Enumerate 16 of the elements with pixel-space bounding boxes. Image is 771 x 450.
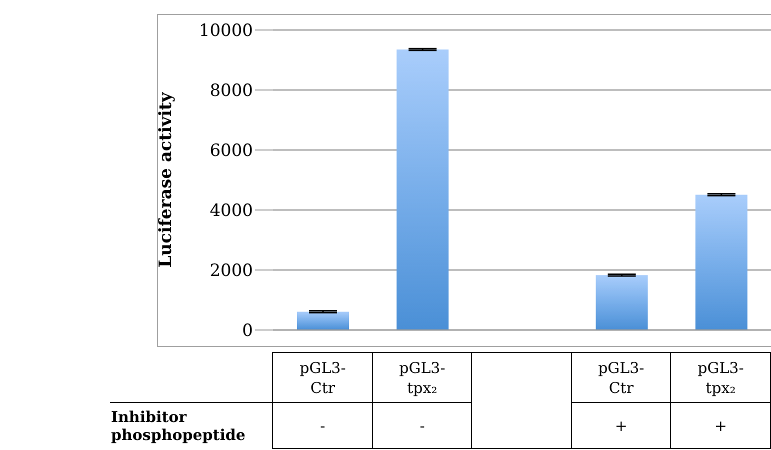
y-tick-label: 6000 [210, 141, 253, 162]
y-tick-label: 2000 [210, 261, 253, 282]
text: Inhibitor phosphopeptide [110, 406, 246, 446]
text: + [670, 402, 770, 448]
y-tick-label: 8000 [210, 81, 253, 102]
y-tick-label: 0 [242, 321, 253, 342]
y-tick-label: 10000 [198, 21, 253, 42]
text: + [571, 402, 671, 448]
x-tick-label: pGL3-tpx₂ [696, 358, 745, 398]
text: - [272, 402, 372, 448]
y-tick-label: 4000 [210, 201, 253, 222]
x-tick-label: pGL3-Ctr [597, 358, 646, 398]
text: - [372, 402, 472, 448]
x-tick-label: pGL3-tpx₂ [398, 358, 446, 398]
y-axis-title: Luciferase activity [156, 91, 176, 268]
x-tick-label: pGL3-Ctr [298, 358, 347, 398]
